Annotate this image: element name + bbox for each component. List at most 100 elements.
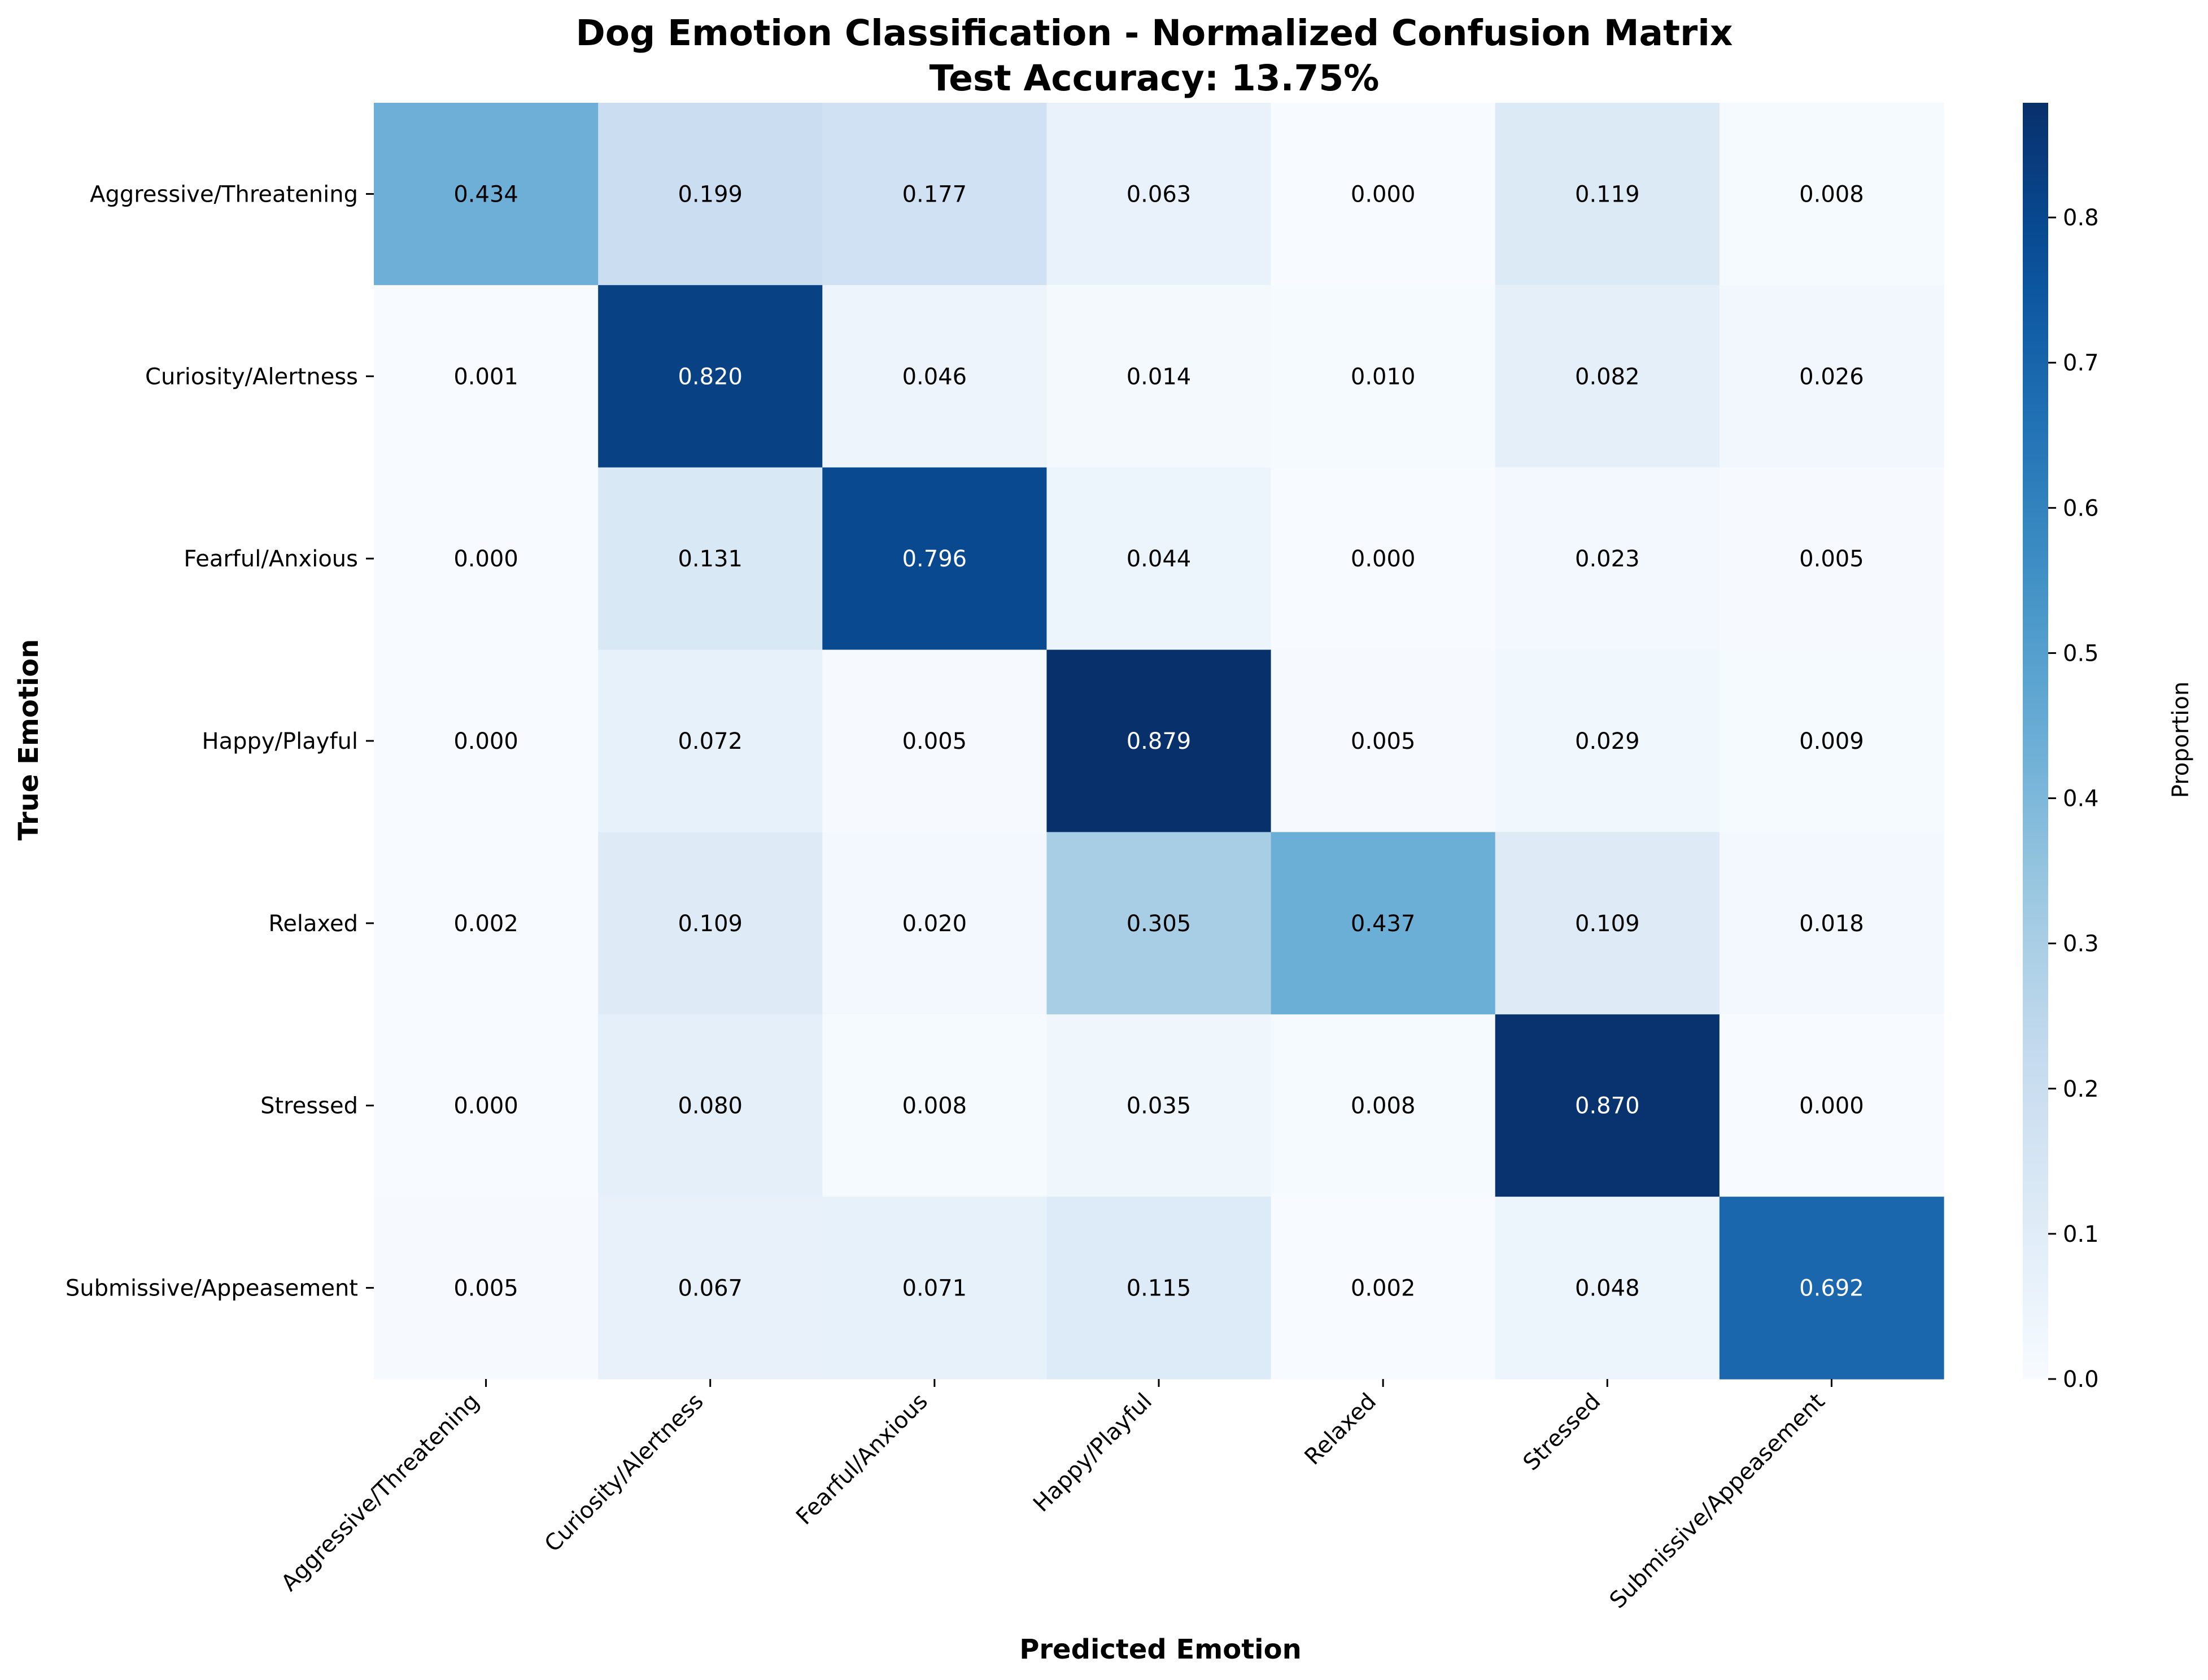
- colorbar-label: Proportion: [2168, 682, 2194, 798]
- cell-value-label: 0.008: [1351, 1093, 1416, 1119]
- cell-value-label: 0.000: [1351, 546, 1416, 572]
- heatmap-cell: [1719, 285, 1944, 468]
- heatmap-cell: [1719, 1014, 1944, 1197]
- y-axis-ticks: Aggressive/Threatening Curiosity/Alertnes…: [66, 181, 374, 1302]
- heatmap-cell: [1495, 467, 1720, 651]
- heatmap-cell: [822, 467, 1048, 651]
- heatmap-cell: [1271, 649, 1496, 833]
- x-tick-label: Curiosity/Alertness: [540, 1389, 709, 1557]
- cell-value-label: 0.109: [678, 911, 743, 937]
- heatmap-cell: [1271, 103, 1496, 286]
- cell-value-label: 0.000: [453, 1093, 518, 1119]
- cell-value-label: 0.692: [1799, 1276, 1864, 1302]
- x-axis-label: Predicted Emotion: [1019, 1634, 1302, 1665]
- heatmap-cell: [1495, 1197, 1720, 1380]
- heatmap-cell: [1271, 467, 1496, 651]
- x-tick-label: Aggressive/Threatening: [276, 1389, 484, 1596]
- heatmap-cells: [374, 103, 1944, 1380]
- cell-value-label: 0.026: [1799, 364, 1864, 390]
- heatmap-cell: [598, 285, 823, 468]
- heatmap-cell: [822, 103, 1048, 286]
- heatmap-cell: [598, 832, 823, 1015]
- cell-value-label: 0.005: [1799, 546, 1864, 572]
- cell-value-label: 0.020: [902, 911, 967, 937]
- colorbar-tick-label: 0.6: [2063, 495, 2099, 521]
- heatmap-cell: [1719, 649, 1944, 833]
- heatmap-cell: [1046, 285, 1272, 468]
- y-tick-label: Aggressive/Threatening: [90, 181, 358, 207]
- cell-value-label: 0.005: [902, 728, 967, 754]
- cell-value-label: 0.870: [1575, 1093, 1640, 1119]
- heatmap-cell: [1495, 103, 1720, 286]
- heatmap-cell: [598, 1197, 823, 1380]
- heatmap-cell: [1046, 103, 1272, 286]
- x-tick-label: Happy/Playful: [1028, 1389, 1157, 1517]
- heatmap-cell: [374, 649, 599, 833]
- cell-value-label: 0.002: [453, 911, 518, 937]
- heatmap-cell: [1046, 832, 1272, 1015]
- heatmap-cell: [1495, 1014, 1720, 1197]
- cell-value-label: 0.082: [1575, 364, 1640, 390]
- cell-value-label: 0.080: [678, 1093, 743, 1119]
- cell-value-label: 0.072: [678, 728, 743, 754]
- heatmap-cell: [374, 285, 599, 468]
- heatmap-cell: [822, 1197, 1048, 1380]
- heatmap-cell: [822, 1014, 1048, 1197]
- heatmap-cell: [822, 285, 1048, 468]
- cell-value-label: 0.009: [1799, 728, 1864, 754]
- colorbar-tick-label: 0.8: [2063, 205, 2099, 231]
- y-tick-label: Stressed: [260, 1093, 358, 1119]
- cell-value-label: 0.002: [1351, 1276, 1416, 1302]
- heatmap-cell: [1719, 1197, 1944, 1380]
- heatmap-cell-labels: 0.434 0.199 0.177 0.063 0.000 0.119 0.008 0.001…: [453, 181, 1864, 1301]
- colorbar-ticks: 0.0 0.1 0.2 0.3 0.4 0.5 0.6 0.7 0.8: [2048, 205, 2099, 1393]
- heatmap-cell: [822, 649, 1048, 833]
- cell-value-label: 0.000: [453, 728, 518, 754]
- cell-value-label: 0.008: [1799, 181, 1864, 207]
- heatmap-cell: [1271, 832, 1496, 1015]
- cell-value-label: 0.119: [1575, 181, 1640, 207]
- cell-value-label: 0.044: [1127, 546, 1192, 572]
- cell-value-label: 0.131: [678, 546, 743, 572]
- heatmap-cell: [1271, 1197, 1496, 1380]
- cell-value-label: 0.001: [453, 364, 518, 390]
- heatmap-cell: [598, 103, 823, 286]
- heatmap-cell: [1271, 285, 1496, 468]
- heatmap-cell: [822, 832, 1048, 1015]
- heatmap-cell: [1046, 1197, 1272, 1380]
- cell-value-label: 0.023: [1575, 546, 1640, 572]
- cell-value-label: 0.046: [902, 364, 967, 390]
- x-tick-label: Stressed: [1518, 1389, 1606, 1476]
- colorbar-tick-label: 0.1: [2063, 1221, 2099, 1247]
- cell-value-label: 0.008: [902, 1093, 967, 1119]
- cell-value-label: 0.434: [453, 181, 518, 207]
- heatmap-cell: [1495, 285, 1720, 468]
- cell-value-label: 0.879: [1127, 728, 1192, 754]
- chart-subtitle: Test Accuracy: 13.75%: [930, 58, 1380, 99]
- y-axis-label: True Emotion: [13, 639, 45, 841]
- x-tick-label: Relaxed: [1299, 1389, 1381, 1470]
- y-tick-label: Relaxed: [268, 911, 358, 937]
- heatmap-cell: [374, 1014, 599, 1197]
- colorbar-tick-label: 0.5: [2063, 640, 2099, 666]
- heatmap-cell: [1719, 467, 1944, 651]
- cell-value-label: 0.000: [1351, 181, 1416, 207]
- x-tick-label: Submissive/Appeasement: [1605, 1389, 1830, 1614]
- heatmap-cell: [1719, 832, 1944, 1015]
- colorbar-tick-label: 0.4: [2063, 786, 2099, 812]
- colorbar-tick-label: 0.0: [2063, 1367, 2099, 1393]
- y-tick-label: Curiosity/Alertness: [145, 364, 358, 390]
- colorbar: [2023, 103, 2048, 1379]
- cell-value-label: 0.000: [453, 546, 518, 572]
- heatmap-cell: [374, 103, 599, 286]
- heatmap-cell: [374, 832, 599, 1015]
- cell-value-label: 0.014: [1127, 364, 1192, 390]
- cell-value-label: 0.029: [1575, 728, 1640, 754]
- cell-value-label: 0.000: [1799, 1093, 1864, 1119]
- cell-value-label: 0.018: [1799, 911, 1864, 937]
- heatmap-cell: [1046, 649, 1272, 833]
- heatmap-cell: [1046, 1014, 1272, 1197]
- cell-value-label: 0.005: [453, 1276, 518, 1302]
- heatmap-cell: [1271, 1014, 1496, 1197]
